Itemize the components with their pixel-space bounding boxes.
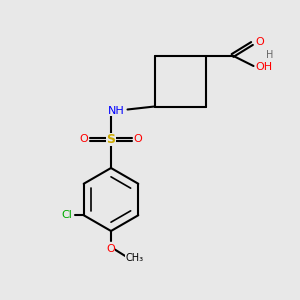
Text: NH: NH [108,106,124,116]
Text: Cl: Cl [62,210,73,220]
Text: O: O [134,134,142,145]
Text: S: S [106,133,116,146]
Text: OH: OH [255,62,273,73]
Text: CH₃: CH₃ [125,253,143,263]
Text: H: H [266,50,274,61]
Text: O: O [80,134,88,145]
Text: O: O [106,244,116,254]
Text: O: O [255,37,264,47]
